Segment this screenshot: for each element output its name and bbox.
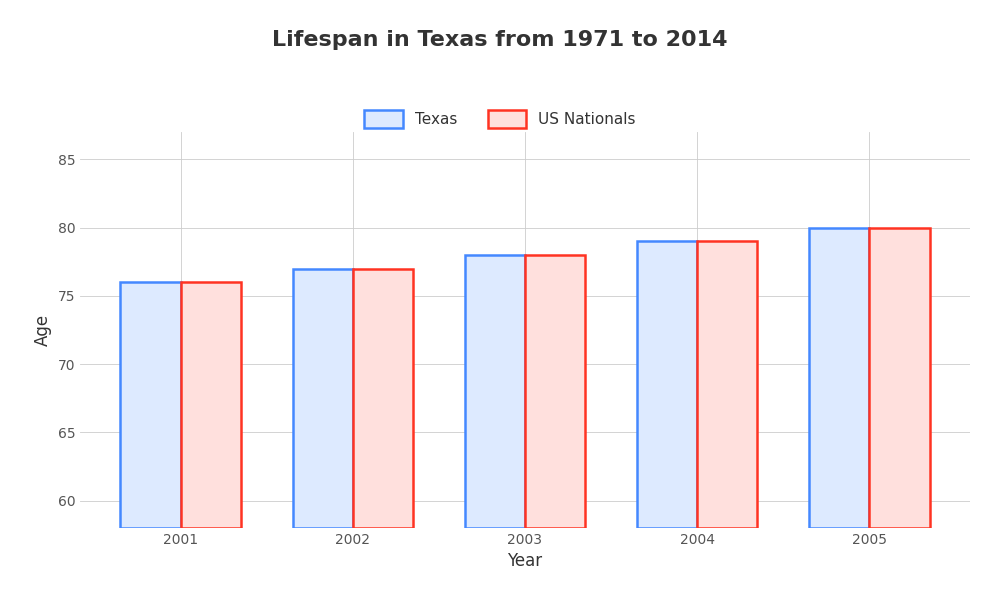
- Bar: [697, 241, 757, 528]
- Bar: [353, 269, 413, 528]
- Bar: [869, 227, 930, 528]
- Bar: [293, 269, 353, 528]
- Y-axis label: Age: Age: [34, 314, 52, 346]
- Bar: [809, 227, 869, 528]
- Bar: [120, 282, 181, 528]
- Bar: [465, 255, 525, 528]
- Text: Lifespan in Texas from 1971 to 2014: Lifespan in Texas from 1971 to 2014: [272, 30, 728, 50]
- Bar: [637, 241, 697, 528]
- Bar: [181, 282, 241, 528]
- X-axis label: Year: Year: [507, 553, 543, 571]
- Legend: Texas, US Nationals: Texas, US Nationals: [358, 104, 642, 134]
- Bar: [525, 255, 585, 528]
